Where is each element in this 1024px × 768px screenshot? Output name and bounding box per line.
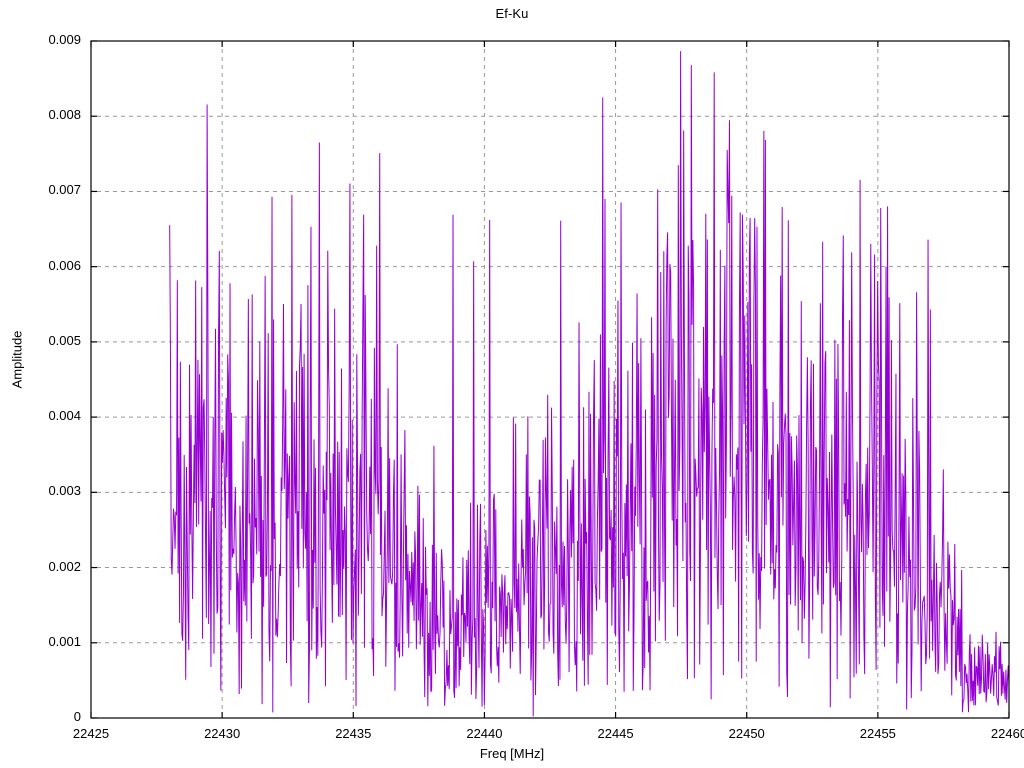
x-tick-label: 22440 (466, 726, 503, 741)
spectrum-trace (169, 51, 1010, 717)
plot-frame (90, 40, 1010, 719)
y-axis-label: Amplitude (9, 330, 25, 389)
y-tick-label: 0.006 (48, 257, 81, 273)
x-tick-label: 22435 (335, 726, 372, 741)
x-tick-label: 22450 (728, 726, 765, 741)
y-tick-label: 0.004 (48, 408, 81, 424)
x-tick-label: 22430 (204, 726, 241, 741)
y-tick-label: 0.003 (48, 483, 81, 499)
y-tick-label: 0.009 (48, 32, 81, 47)
chart-title: Ef-Ku (495, 6, 529, 21)
x-tick-label: 22445 (597, 726, 634, 741)
y-tick-label: 0 (73, 709, 81, 724)
y-tick-label: 0.005 (48, 332, 81, 348)
y-tick-label: 0.002 (48, 558, 81, 574)
x-tick-label: 22425 (72, 726, 110, 741)
y-tick-label: 0.008 (48, 107, 81, 123)
x-tick-label: 22460 (990, 726, 1024, 741)
y-tick-label: 0.001 (48, 633, 81, 649)
x-tick-label: 22455 (859, 726, 896, 741)
x-axis-label: Freq [MHz] (479, 746, 545, 761)
y-tick-label: 0.007 (48, 182, 81, 198)
